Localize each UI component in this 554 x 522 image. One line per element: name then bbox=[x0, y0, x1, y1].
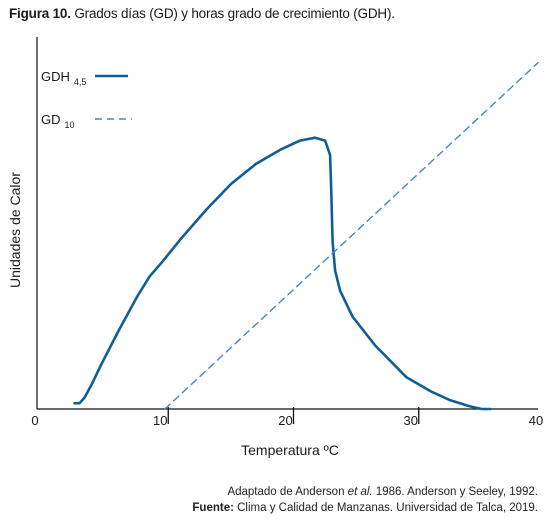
chart-legend: GDH 4,5 GD 10 bbox=[41, 69, 132, 130]
x-tick-label: 20 bbox=[278, 413, 292, 428]
x-axis-label: Temperatura ºC bbox=[241, 442, 339, 458]
source-line-2: Fuente: Clima y Calidad de Manzanas. Uni… bbox=[192, 500, 538, 516]
series-line-gdh bbox=[73, 136, 492, 411]
x-tick-label: 30 bbox=[404, 413, 418, 428]
source-text: Clima y Calidad de Manzanas. Universidad… bbox=[233, 502, 538, 514]
series-layer bbox=[73, 62, 539, 411]
y-axis-label: Unidades de Calor bbox=[7, 172, 23, 288]
figure-caption: Figura 10. Grados días (GD) y horas grad… bbox=[9, 6, 395, 21]
chart-axes: 0 10 20 30 40 bbox=[31, 37, 543, 428]
source-note: Adaptado de Anderson et al. 1986. Anders… bbox=[192, 484, 538, 516]
legend-label: GDH 4,5 bbox=[41, 69, 86, 87]
x-tick-label: 40 bbox=[529, 413, 543, 428]
source-et-al: et al. bbox=[347, 486, 373, 498]
source-references: 1986. Anderson y Seeley, 1992. bbox=[372, 486, 538, 498]
x-tick-label: 0 bbox=[31, 413, 38, 428]
figure-title: Grados días (GD) y horas grado de crecim… bbox=[74, 6, 395, 21]
series-line-gd bbox=[164, 62, 539, 410]
x-tick-label: 10 bbox=[153, 413, 167, 428]
source-line-1: Adaptado de Anderson et al. 1986. Anders… bbox=[192, 484, 538, 500]
heat-units-chart: 0 10 20 30 40 GDH 4,5 GD 10 Temperatura ºC Unid… bbox=[7, 37, 543, 458]
source-label: Fuente: bbox=[192, 502, 234, 514]
legend-label: GD 10 bbox=[41, 112, 75, 130]
source-adapted-from: Adaptado de Anderson bbox=[227, 486, 348, 498]
figure-label: Figura 10. bbox=[9, 6, 71, 21]
